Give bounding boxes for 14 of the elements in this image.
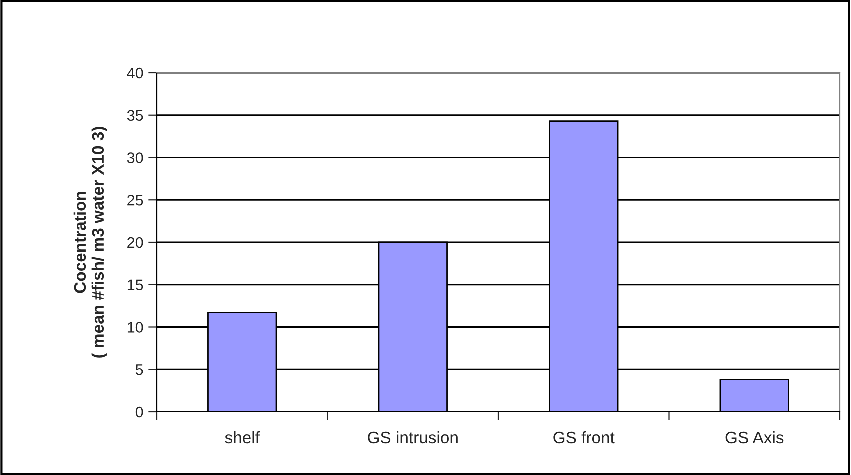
y-tick-label: 30 xyxy=(127,152,144,164)
y-tick-label: 15 xyxy=(128,280,144,291)
y-axis-title: Cocentration ( mean #fish/ m3 water X10 3) xyxy=(74,127,108,358)
y-tick-label: 35 xyxy=(127,110,144,122)
x-tick-label: GS Axis xyxy=(726,431,784,444)
y-tick-label: 25 xyxy=(128,194,144,206)
y-tick-label: 20 xyxy=(128,237,144,248)
x-tick-label: shelf xyxy=(225,431,260,444)
y-tick-label: 40 xyxy=(127,68,144,79)
y-tick-label: 0 xyxy=(136,406,144,418)
x-tick-label: GS intrusion xyxy=(368,431,458,444)
y-tick-label: 5 xyxy=(136,364,144,376)
x-tick-label: GS front xyxy=(554,431,615,444)
y-tick-label: 10 xyxy=(128,322,144,333)
